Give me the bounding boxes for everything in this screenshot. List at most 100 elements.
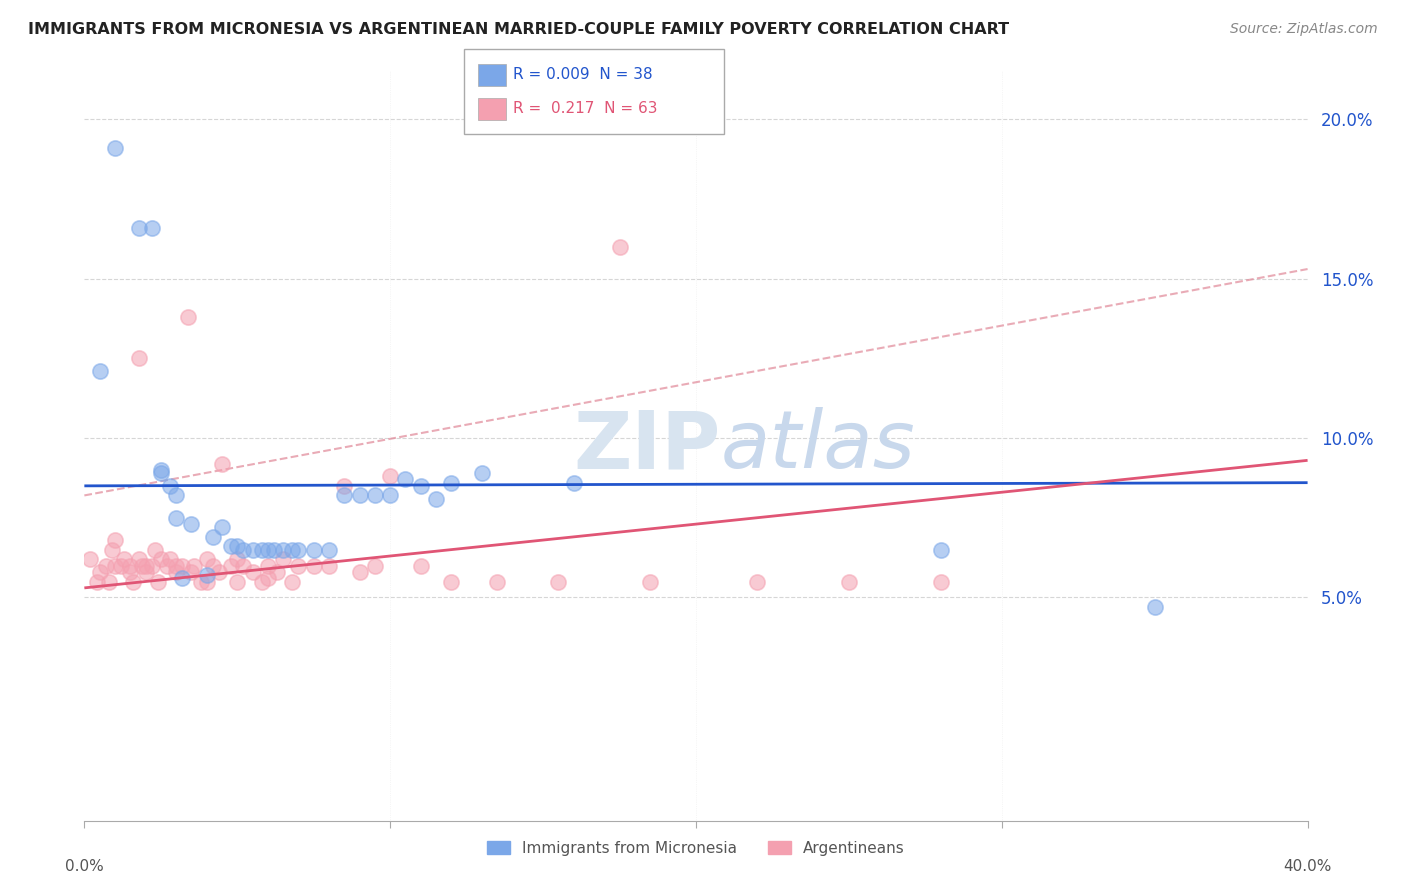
Point	[94, 558, 117, 573]
Point	[349, 488, 371, 502]
Point	[135, 565, 157, 579]
Point	[747, 574, 769, 589]
Point	[211, 457, 233, 471]
Point	[141, 558, 163, 573]
Point	[929, 542, 952, 557]
Point	[165, 510, 187, 524]
Point	[1143, 600, 1166, 615]
Point	[128, 220, 150, 235]
Point	[250, 574, 273, 589]
Point	[208, 565, 231, 579]
Point	[263, 542, 285, 557]
Point	[226, 574, 249, 589]
Point	[79, 552, 101, 566]
Point	[440, 475, 463, 490]
Text: 40.0%: 40.0%	[1284, 859, 1331, 874]
Point	[104, 533, 127, 547]
Point	[425, 491, 447, 506]
Point	[172, 558, 194, 573]
Point	[364, 558, 387, 573]
Point	[128, 351, 150, 366]
Point	[302, 558, 325, 573]
Point	[232, 558, 254, 573]
Point	[219, 558, 242, 573]
Point	[250, 542, 273, 557]
Point	[143, 542, 166, 557]
Point	[929, 574, 952, 589]
Point	[165, 565, 187, 579]
Point	[226, 540, 249, 554]
Point	[226, 552, 249, 566]
Point	[271, 542, 294, 557]
Text: atlas: atlas	[720, 407, 915, 485]
Point	[287, 542, 309, 557]
Point	[86, 574, 108, 589]
Point	[122, 574, 145, 589]
Point	[180, 565, 202, 579]
Point	[287, 558, 309, 573]
Point	[257, 558, 280, 573]
Point	[195, 552, 218, 566]
Point	[165, 558, 187, 573]
Point	[547, 574, 569, 589]
Point	[257, 571, 280, 585]
Point	[266, 565, 288, 579]
Point	[471, 466, 494, 480]
Point	[333, 488, 356, 502]
Point	[89, 565, 111, 579]
Point	[112, 552, 135, 566]
Point	[177, 310, 200, 324]
Text: IMMIGRANTS FROM MICRONESIA VS ARGENTINEAN MARRIED-COUPLE FAMILY POVERTY CORRELAT: IMMIGRANTS FROM MICRONESIA VS ARGENTINEA…	[28, 22, 1010, 37]
Point	[110, 558, 132, 573]
Point	[128, 552, 150, 566]
Point	[159, 552, 181, 566]
Text: R =  0.217  N = 63: R = 0.217 N = 63	[513, 102, 658, 116]
Point	[271, 552, 294, 566]
Point	[149, 466, 172, 480]
Point	[156, 558, 179, 573]
Point	[120, 558, 142, 573]
Legend: Immigrants from Micronesia, Argentineans: Immigrants from Micronesia, Argentineans	[481, 834, 911, 862]
Point	[242, 542, 264, 557]
Point	[201, 558, 224, 573]
Point	[394, 473, 416, 487]
Point	[180, 517, 202, 532]
Point	[104, 141, 127, 155]
Point	[101, 542, 124, 557]
Point	[364, 488, 387, 502]
Point	[838, 574, 860, 589]
Point	[440, 574, 463, 589]
Point	[201, 530, 224, 544]
Point	[120, 565, 142, 579]
Point	[89, 364, 111, 378]
Point	[302, 542, 325, 557]
Point	[183, 558, 205, 573]
Point	[172, 571, 194, 585]
Point	[97, 574, 120, 589]
Point	[242, 565, 264, 579]
Point	[146, 574, 169, 589]
Point	[219, 540, 242, 554]
Point	[131, 558, 153, 573]
Point	[104, 558, 127, 573]
Point	[159, 479, 181, 493]
Text: 0.0%: 0.0%	[65, 859, 104, 874]
Point	[318, 542, 340, 557]
Point	[281, 542, 304, 557]
Point	[195, 574, 218, 589]
Point	[333, 479, 356, 493]
Point	[380, 469, 402, 483]
Point	[195, 568, 218, 582]
Point	[318, 558, 340, 573]
Point	[409, 479, 432, 493]
Point	[190, 574, 212, 589]
Text: ZIP: ZIP	[574, 407, 720, 485]
Text: R = 0.009  N = 38: R = 0.009 N = 38	[513, 68, 652, 82]
Point	[281, 574, 304, 589]
Point	[380, 488, 402, 502]
Point	[609, 240, 631, 254]
Point	[149, 552, 172, 566]
Point	[257, 542, 280, 557]
Text: Source: ZipAtlas.com: Source: ZipAtlas.com	[1230, 22, 1378, 37]
Point	[232, 542, 254, 557]
